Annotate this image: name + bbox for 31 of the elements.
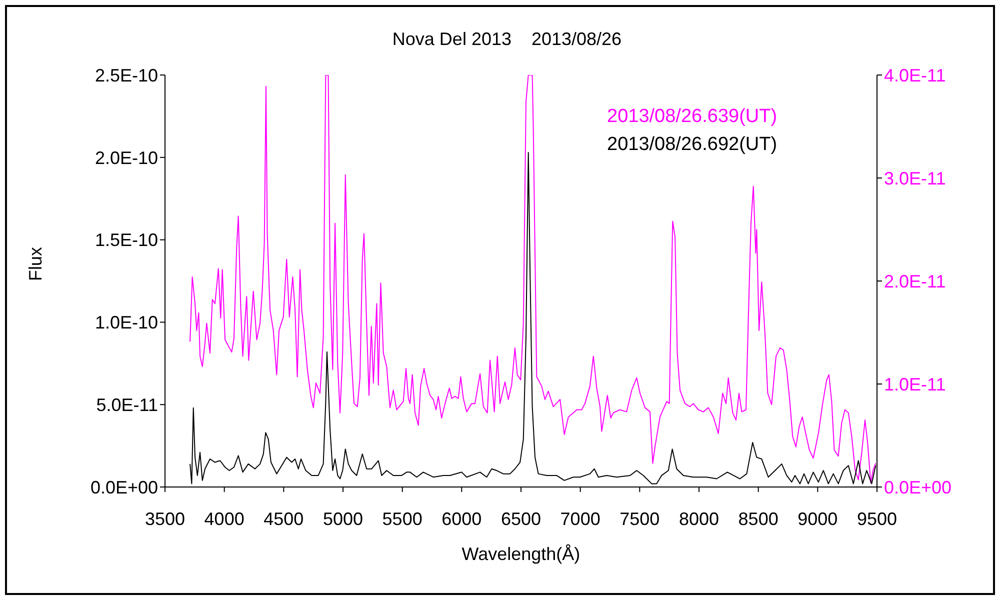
y2-tick-label: 3.0E-11 [884,168,946,188]
y-tick-label: 0.0E+00 [90,477,158,498]
x-tick-label: 8000 [678,508,720,529]
line-series [190,75,876,484]
y2-tick-label: 2.0E-11 [884,271,946,292]
y2-tick-label: 1.0E-11 [884,374,946,394]
y-tick-label: 2.0E-10 [94,148,158,168]
y-tick-label: 1.0E-10 [94,312,158,333]
y-tick-label: 2.5E-10 [94,65,158,86]
text: 2013/08/26.639(UT) [607,105,778,129]
x-tick-label: 5000 [322,508,364,529]
x-tick-label: 7500 [620,508,660,529]
x-tick-label: 5500 [382,508,422,529]
y-tick-label: 5.0E-11 [96,394,158,415]
x-tick-label: 3500 [144,508,186,529]
x-tick-label: 6000 [442,508,482,529]
x-tick-label: 7000 [560,508,600,529]
y2-tick-label: 4.0E-11 [884,65,946,86]
x-tick-label: 9500 [856,508,898,529]
y-axis-title: Flux [25,246,46,281]
x-tick-label: 4500 [264,508,304,529]
text: 2013/08/26.692(UT) [607,133,778,157]
frame: Nova Del 2013 2013/08/26 3500 4000 4500 5000 5500 6000 6500 7000 7500 8000 8500 9000 9500 Wavelength(Å) 2.5E-10 2.0E-10 1.5E-10 1.0E-10 5.0E-11 0.0E+00 Flux 4.0E-11 3.0E-11 2.0E-11 1.0E-11 0.0E+00 2013/08/26.639(UT) 2013/08/26.692(UT) [5,5,995,595]
y2-tick-label: 0.0E+00 [884,477,952,498]
chart-title: Nova Del 2013 2013/08/26 [391,29,623,50]
x-tick-label: 6500 [500,508,542,529]
x-tick-label: 4000 [204,508,244,529]
y-tick-label: 1.5E-10 [94,230,158,250]
x-tick-label: 8500 [738,508,778,529]
x-tick-label: 9000 [798,508,838,529]
x-axis-title: Wavelength(Å) [462,544,580,564]
